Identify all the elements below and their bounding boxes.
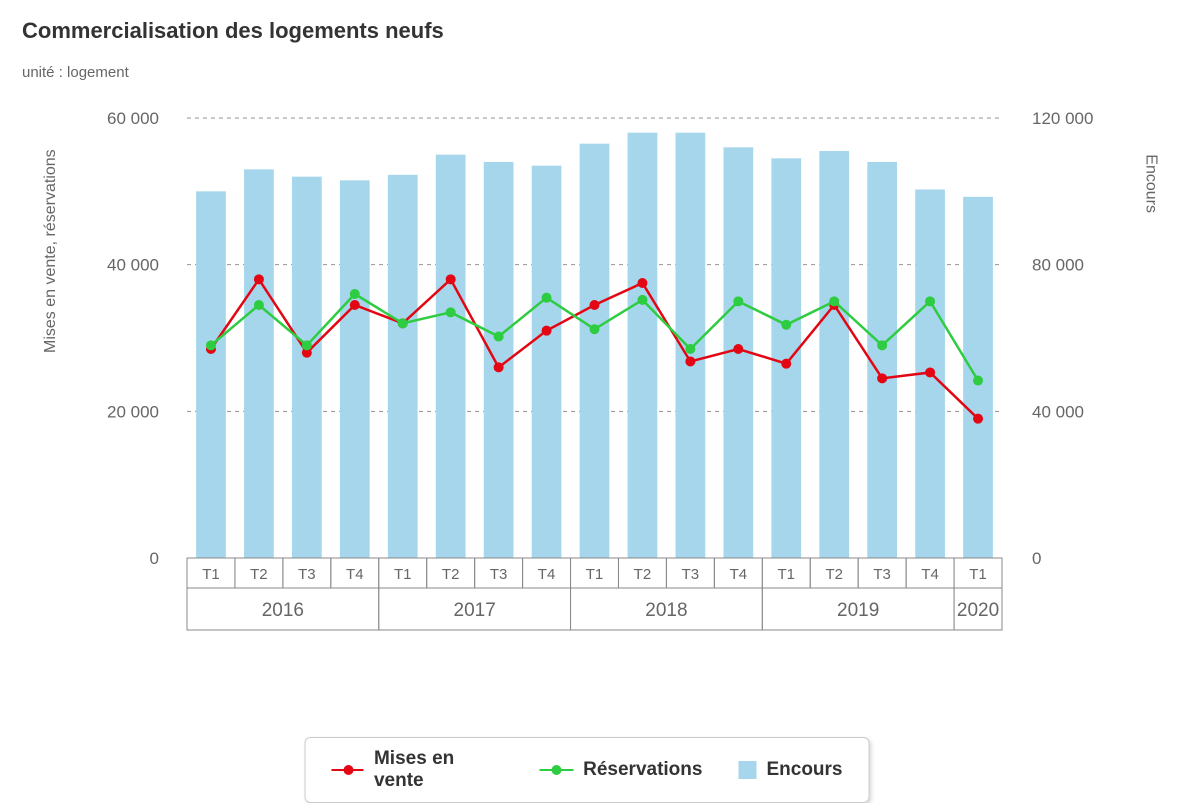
- svg-text:2017: 2017: [454, 600, 496, 621]
- svg-text:60 000: 60 000: [107, 109, 159, 128]
- svg-text:T4: T4: [730, 566, 748, 583]
- svg-text:40 000: 40 000: [107, 256, 159, 275]
- svg-text:40 000: 40 000: [1032, 402, 1084, 421]
- y-left-axis-title: Mises en vente, réservations: [42, 149, 60, 353]
- svg-text:0: 0: [1032, 549, 1041, 568]
- svg-text:T4: T4: [538, 566, 556, 583]
- svg-text:T1: T1: [586, 566, 604, 583]
- legend: Mises en vente Réservations Encours: [305, 737, 870, 803]
- chart-svg: 0 20 000 40 000 60 000 0 40 000 80 000 120 000 T…: [22, 103, 1152, 663]
- legend-label: Mises en vente: [374, 748, 503, 792]
- legend-bar-icon: [738, 761, 756, 779]
- svg-text:T3: T3: [873, 566, 891, 583]
- unit-label: unité : logement: [0, 44, 1200, 81]
- svg-text:T4: T4: [346, 566, 364, 583]
- svg-text:2020: 2020: [957, 600, 999, 621]
- svg-text:T1: T1: [202, 566, 220, 583]
- svg-text:T3: T3: [298, 566, 316, 583]
- svg-text:0: 0: [150, 549, 159, 568]
- page-title: Commercialisation des logements neufs: [0, 0, 1200, 44]
- legend-item-encours: Encours: [738, 759, 842, 781]
- svg-text:20 000: 20 000: [107, 402, 159, 421]
- svg-text:T2: T2: [634, 566, 652, 583]
- legend-item-mises-en-vente: Mises en vente: [332, 748, 504, 792]
- svg-text:T1: T1: [969, 566, 987, 583]
- svg-text:120 000: 120 000: [1032, 109, 1093, 128]
- svg-text:T3: T3: [682, 566, 700, 583]
- svg-text:2016: 2016: [262, 600, 304, 621]
- y-right-axis-title: Encours: [1142, 154, 1160, 213]
- svg-text:2018: 2018: [645, 600, 687, 621]
- chart-container: Mises en vente, réservations Encours 020…: [22, 103, 1152, 723]
- legend-line-icon: [332, 769, 364, 772]
- legend-item-reservations: Réservations: [539, 759, 702, 781]
- svg-text:T1: T1: [394, 566, 412, 583]
- legend-label: Réservations: [583, 759, 702, 781]
- legend-dot-icon: [551, 765, 561, 775]
- svg-text:80 000: 80 000: [1032, 256, 1084, 275]
- svg-text:T3: T3: [490, 566, 508, 583]
- svg-text:T2: T2: [250, 566, 268, 583]
- legend-line-icon: [539, 769, 573, 772]
- svg-text:2019: 2019: [837, 600, 879, 621]
- legend-label: Encours: [766, 759, 842, 781]
- svg-text:T2: T2: [825, 566, 843, 583]
- svg-text:T4: T4: [921, 566, 939, 583]
- legend-dot-icon: [344, 765, 354, 775]
- svg-text:T1: T1: [778, 566, 796, 583]
- svg-text:T2: T2: [442, 566, 460, 583]
